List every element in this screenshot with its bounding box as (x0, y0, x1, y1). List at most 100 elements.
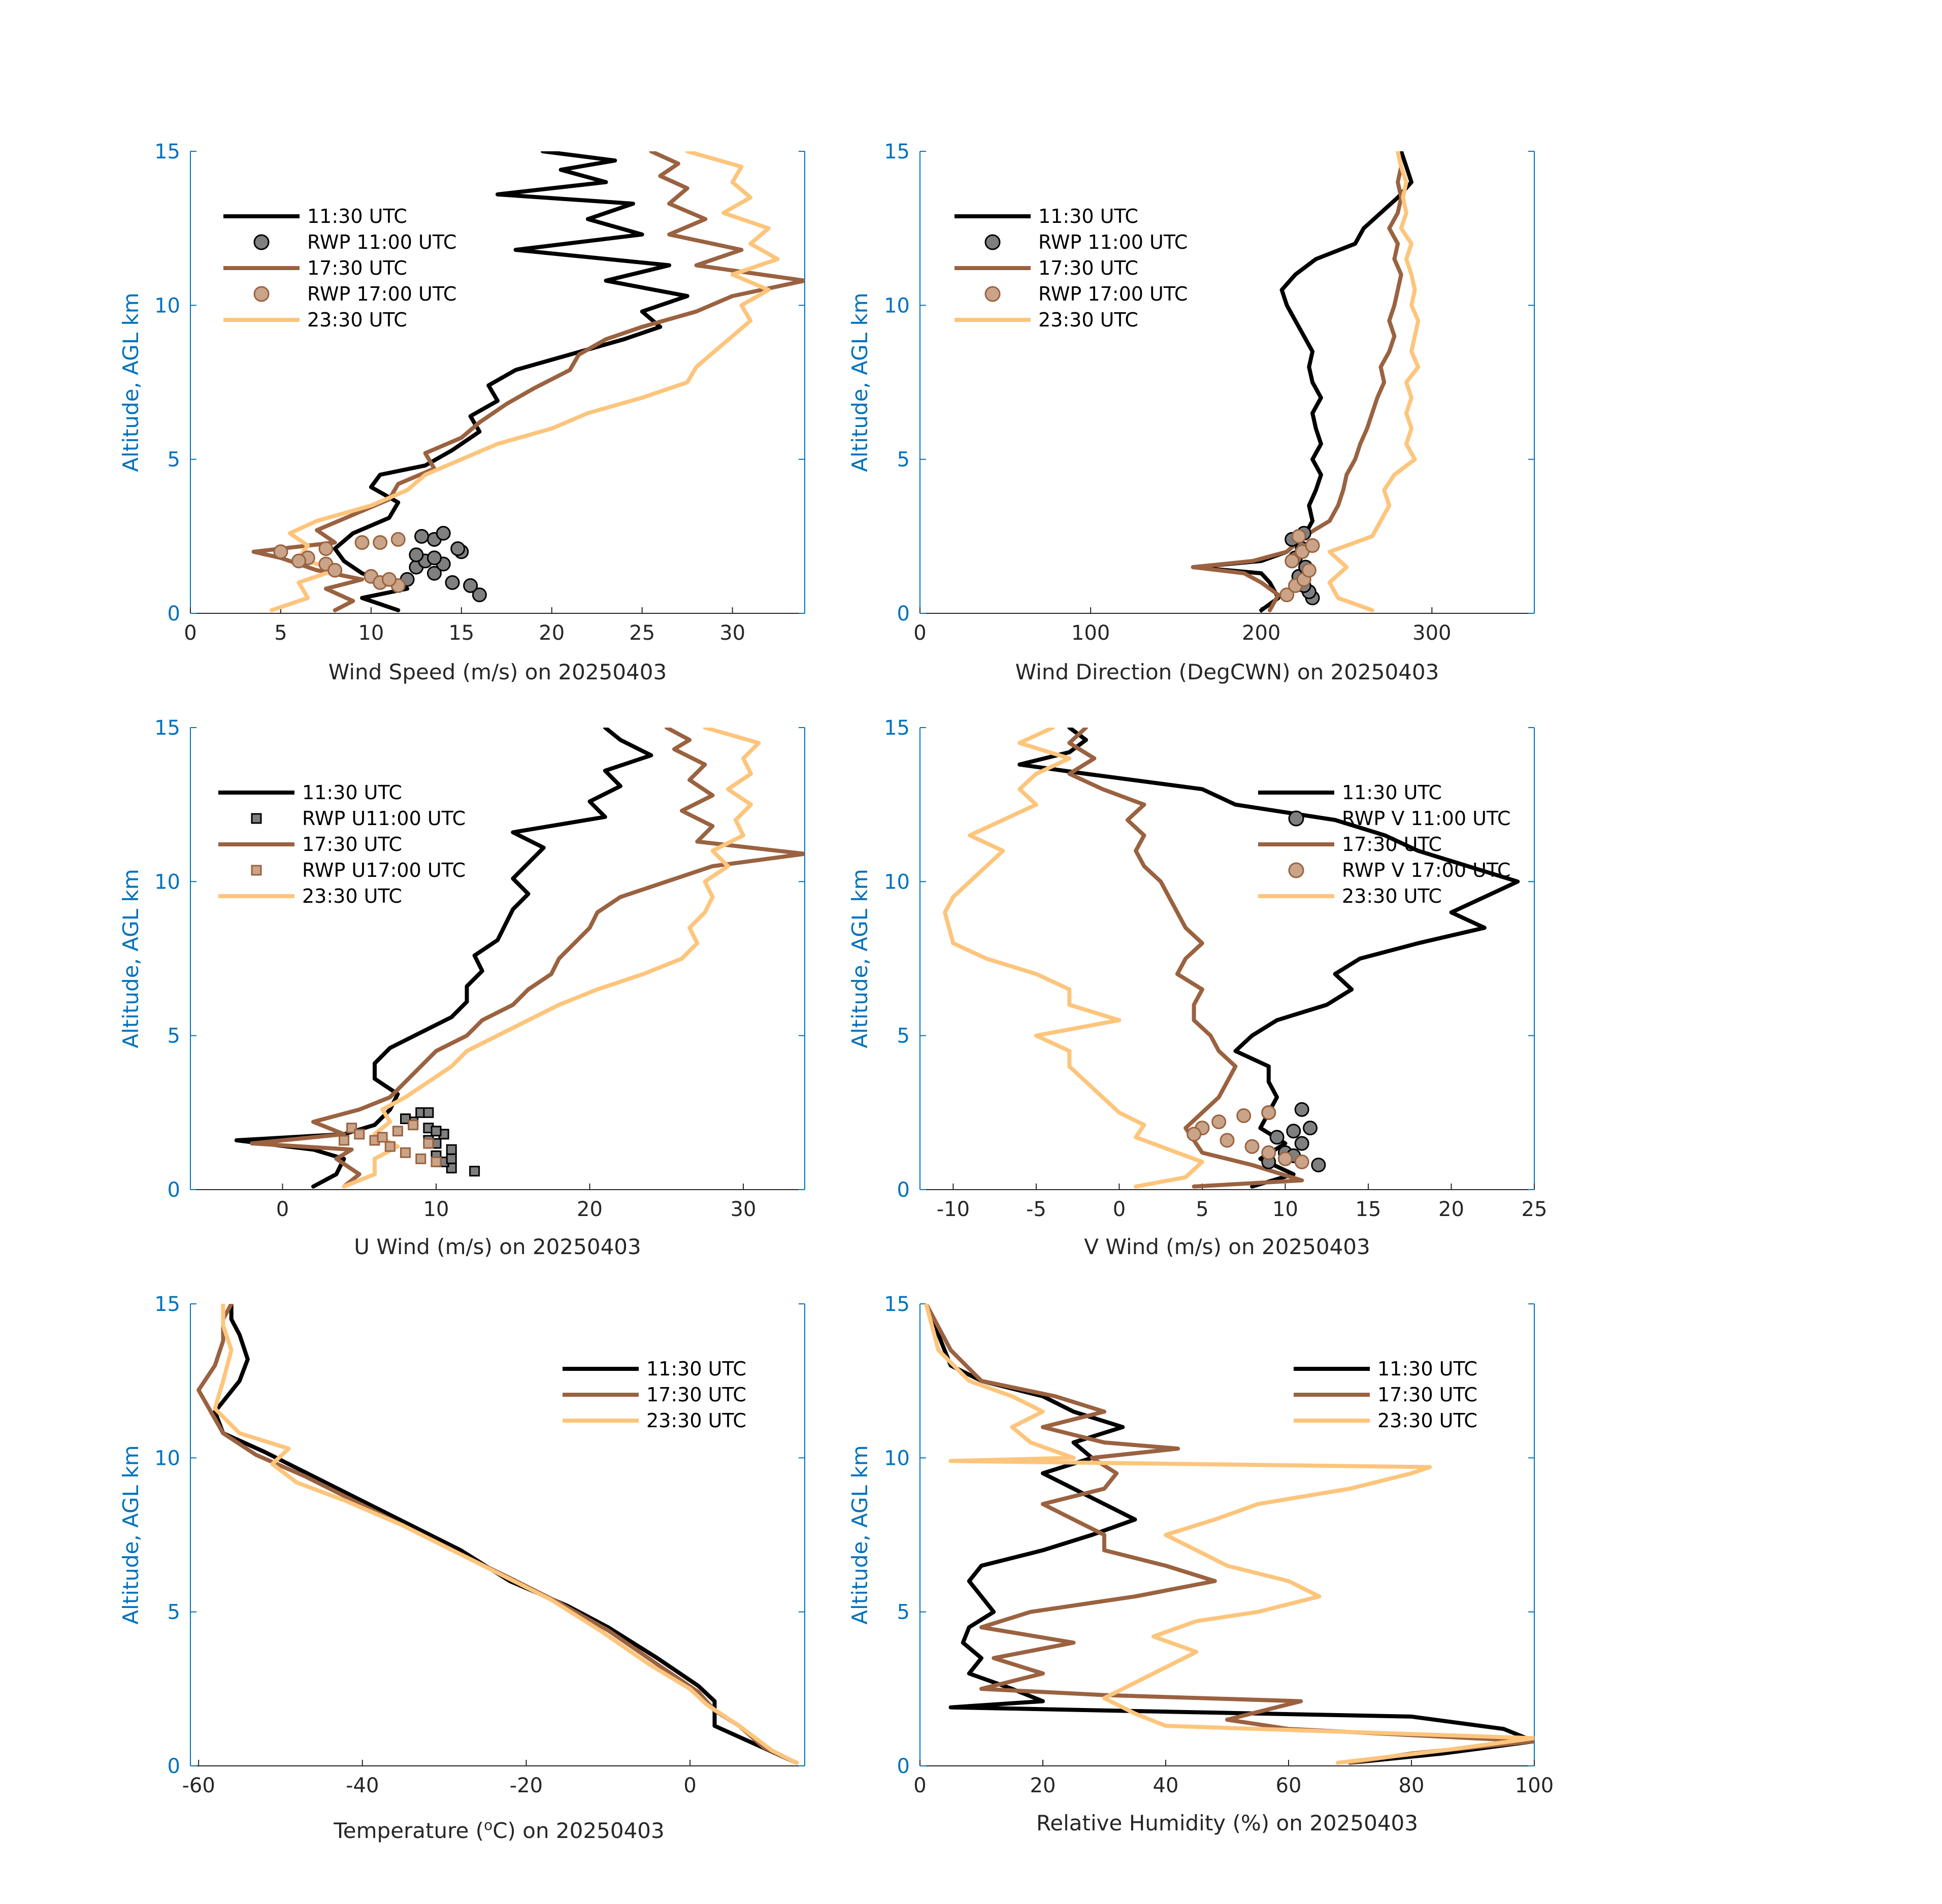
temp-ytick-label: 0 (168, 1755, 180, 1778)
temperature-axes: -60 -40 -20 0 0 5 10 15 (154, 1293, 805, 1797)
rh-legend-11-30-utc-label: 11:30 UTC (1377, 1358, 1477, 1380)
wdir-legend-rwp-17-00-utc-label: RWP 17:00 UTC (1038, 283, 1188, 305)
wind-speed-ylabel: Altitude, AGL km (118, 292, 143, 472)
panel-wind-speed: 0 5 10 15 20 25 30 0 5 10 15 Wind Speed (m/s) on 2… (118, 140, 805, 684)
temp-xtick-label: -60 (182, 1774, 215, 1797)
uwind-series-23-30-utc (342, 728, 761, 1189)
wspd-point-rwp-11-00-utc (472, 587, 487, 603)
vwind-legend-rwp-v-17-00-utc-label: RWP V 17:00 UTC (1342, 859, 1510, 881)
wspd-point-rwp-17-00-utc (373, 535, 388, 550)
uwind-point-rwp-u17-00-utc (423, 1138, 434, 1149)
panel-temperature: -60 -40 -20 0 0 5 10 15 Temperature (oC) on 202… (118, 1293, 805, 1843)
wind-direction-xlabel: Wind Direction (DegCWN) on 20250403 (1015, 660, 1439, 684)
wind-speed-legend: 11:30 UTC RWP 11:00 UTC 17:30 UTC RWP 17:00… (223, 205, 456, 331)
uwind-xtick-label: 30 (731, 1198, 756, 1221)
uwind-point-rwp-u11-00-utc (446, 1153, 457, 1164)
temperature-xlabel: Temperature (oC) on 20250403 (333, 1817, 664, 1844)
wspd-legend-17-30-utc-label: 17:30 UTC (307, 257, 407, 279)
wind-direction-legend: 11:30 UTC RWP 11:00 UTC 17:30 UTC RWP 17:00… (954, 205, 1188, 331)
wspd-point-rwp-11-00-utc (409, 547, 424, 563)
uwind-legend-rwp-u11-00-utc-label: RWP U11:00 UTC (302, 807, 466, 830)
wspd-xtick-label: 0 (184, 621, 196, 645)
vwind-ytick-label: 5 (897, 1025, 910, 1048)
vwind-point-rwp-v-17-00-utc (1261, 1105, 1276, 1120)
wspd-point-rwp-11-00-utc (445, 575, 460, 590)
vwind-ytick-label: 0 (897, 1178, 910, 1202)
temperature-series (196, 1304, 799, 1765)
temperature-xlabel-part1: Temperature ( (333, 1818, 484, 1843)
wspd-series-11-30-utc (333, 151, 689, 612)
rh-series-23-30-utc (924, 1304, 1534, 1765)
v-wind-series (943, 728, 1520, 1189)
v-wind-xlabel: V Wind (m/s) on 20250403 (1084, 1234, 1370, 1259)
wspd-ytick-label: 5 (168, 448, 180, 472)
wspd-point-rwp-11-00-utc (426, 550, 442, 566)
wspd-legend-rwp-17-00-utc-swatch (253, 286, 270, 302)
uwind-ytick-label: 5 (168, 1025, 180, 1048)
uwind-point-rwp-u17-00-utc (339, 1135, 349, 1146)
wspd-point-rwp-17-00-utc (291, 553, 307, 569)
relative-humidity-axes: 0 20 40 60 80 100 0 5 10 15 (884, 1293, 1554, 1797)
temperature-xlabel-degree: o (484, 1817, 492, 1833)
wspd-point-rwp-11-00-utc (436, 526, 451, 541)
wspd-xtick-label: 15 (448, 621, 474, 645)
temp-ytick-label: 5 (168, 1601, 180, 1624)
vwind-point-rwp-v-11-00-utc (1311, 1157, 1326, 1172)
wspd-point-rwp-17-00-utc (390, 532, 406, 547)
wspd-legend-23-30-utc-label: 23:30 UTC (307, 309, 407, 331)
rh-xtick-label: 0 (913, 1774, 926, 1797)
v-wind-axes: -10 -5 0 5 10 15 20 25 0 5 10 15 (884, 716, 1547, 1221)
wspd-point-rwp-17-00-utc (381, 572, 397, 587)
temp-legend-17-30-utc-label: 17:30 UTC (646, 1384, 746, 1406)
wspd-xtick-label: 10 (358, 621, 384, 645)
uwind-point-rwp-u17-00-utc (400, 1147, 411, 1158)
uwind-legend-rwp-u17-00-utc-swatch (251, 865, 262, 876)
temperature-legend: 11:30 UTC 17:30 UTC 23:30 UTC (563, 1358, 746, 1432)
wspd-legend-rwp-17-00-utc-label: RWP 17:00 UTC (307, 283, 456, 305)
vwind-point-rwp-v-17-00-utc (1220, 1133, 1235, 1148)
rh-legend-17-30-utc-label: 17:30 UTC (1377, 1384, 1477, 1406)
u-wind-legend: 11:30 UTC RWP U11:00 UTC 17:30 UTC RWP U17:… (218, 781, 466, 907)
wdir-legend-rwp-11-00-utc-label: RWP 11:00 UTC (1038, 231, 1188, 253)
vwind-xtick-label: 0 (1113, 1198, 1126, 1221)
uwind-series-17-30-utc (250, 728, 805, 1189)
vwind-legend-rwp-v-11-00-utc-swatch (1288, 810, 1304, 827)
wdir-legend-23-30-utc-label: 23:30 UTC (1038, 309, 1138, 331)
v-wind-ylabel: Altitude, AGL km (847, 869, 872, 1048)
wspd-xtick-label: 30 (719, 621, 745, 645)
vwind-ytick-label: 10 (884, 870, 910, 894)
wdir-legend-11-30-utc-label: 11:30 UTC (1038, 205, 1138, 227)
uwind-point-rwp-u17-00-utc (392, 1126, 403, 1137)
rh-xtick-label: 20 (1030, 1774, 1056, 1797)
wspd-point-rwp-11-00-utc (463, 578, 478, 593)
rh-xtick-label: 40 (1153, 1774, 1179, 1797)
temp-xtick-label: -20 (510, 1774, 543, 1797)
wdir-ytick-label: 15 (884, 140, 910, 163)
wdir-legend-rwp-17-00-utc-swatch (984, 286, 1001, 302)
wdir-xtick-label: 300 (1412, 621, 1451, 645)
vwind-point-rwp-v-17-00-utc (1187, 1127, 1202, 1142)
temperature-xlabel-part2: C) on 20250403 (492, 1818, 665, 1843)
temperature-ylabel: Altitude, AGL km (118, 1445, 143, 1624)
uwind-point-rwp-u17-00-utc (415, 1153, 426, 1164)
uwind-ytick-label: 15 (154, 716, 180, 740)
temp-legend-11-30-utc-label: 11:30 UTC (646, 1358, 746, 1380)
wind-speed-series (251, 151, 805, 612)
uwind-point-rwp-u17-00-utc (346, 1123, 357, 1134)
vwind-point-rwp-v-17-00-utc (1236, 1108, 1252, 1123)
wspd-ytick-label: 15 (154, 140, 180, 163)
vwind-point-rwp-v-17-00-utc (1244, 1139, 1260, 1154)
wspd-ytick-label: 0 (168, 602, 180, 626)
rh-ytick-label: 0 (897, 1755, 910, 1778)
relative-humidity-ylabel: Altitude, AGL km (847, 1445, 872, 1624)
vwind-point-rwp-v-11-00-utc (1303, 1121, 1318, 1136)
vwind-point-rwp-v-11-00-utc (1286, 1124, 1301, 1139)
wdir-ytick-label: 10 (884, 294, 910, 317)
rh-legend-23-30-utc-label: 23:30 UTC (1377, 1409, 1477, 1432)
uwind-legend-11-30-utc-label: 11:30 UTC (302, 781, 402, 804)
wdir-point-rwp-17-00-utc (1291, 529, 1306, 544)
uwind-legend-rwp-u11-00-utc-swatch (251, 813, 262, 824)
temp-legend-23-30-utc-label: 23:30 UTC (646, 1409, 746, 1432)
relative-humidity-legend: 11:30 UTC 17:30 UTC 23:30 UTC (1294, 1358, 1477, 1432)
uwind-point-rwp-u17-00-utc (384, 1141, 396, 1152)
